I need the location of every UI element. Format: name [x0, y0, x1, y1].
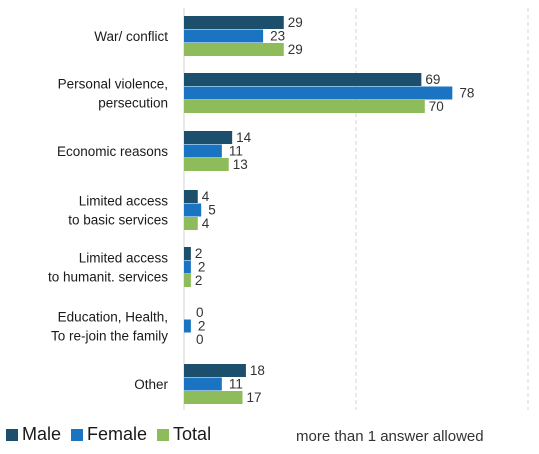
- answer-note: more than 1 answer allowed: [296, 428, 484, 445]
- category-label: Economic reasons: [57, 144, 168, 159]
- legend-item-female: Female: [71, 424, 147, 445]
- bar-total: [184, 43, 284, 56]
- bar-total: [184, 158, 229, 171]
- value-label-female: 2: [198, 260, 206, 275]
- legend-label-male: Male: [22, 424, 62, 444]
- value-label-male: 14: [236, 130, 252, 145]
- legend-swatch-female: [71, 428, 84, 441]
- value-label-total: 4: [202, 216, 210, 231]
- legend-swatch-male: [6, 428, 18, 441]
- category-label: Education, Health, To re-join the family: [51, 310, 168, 344]
- value-label-male: 69: [425, 72, 440, 87]
- category-label: Personal violence, persecution: [58, 77, 168, 111]
- value-label-female: 5: [208, 203, 216, 218]
- bar-female: [184, 144, 222, 158]
- value-label-total: 2: [195, 273, 203, 288]
- category-label: War/ conflict: [94, 29, 168, 44]
- chart-legend: Male Female Total: [6, 424, 211, 445]
- bar-female: [184, 319, 191, 333]
- value-label-male: 4: [202, 189, 210, 204]
- bar-female: [184, 377, 222, 391]
- bar-male: [184, 247, 191, 260]
- bar-female: [184, 203, 202, 217]
- legend-label-female: Female: [87, 424, 148, 444]
- legend-item-total: Total: [157, 424, 211, 445]
- bar-male: [184, 73, 422, 86]
- bar-total: [184, 391, 243, 404]
- bar-female: [184, 86, 453, 100]
- category-label: Limited access to basic services: [68, 194, 168, 228]
- value-label-female: 23: [270, 29, 285, 44]
- value-label-total: 0: [196, 332, 204, 347]
- bar-male: [184, 16, 284, 29]
- category-label: Limited access to humanit. services: [48, 251, 168, 285]
- value-label-male: 0: [196, 305, 204, 320]
- legend-label-total: Total: [173, 424, 212, 444]
- value-label-total: 70: [429, 99, 444, 114]
- value-label-female: 78: [459, 86, 474, 101]
- value-label-male: 29: [288, 15, 303, 30]
- bar-male: [184, 190, 198, 203]
- bar-male: [184, 131, 233, 144]
- category-label: Other: [134, 377, 168, 392]
- value-label-total: 13: [233, 157, 248, 172]
- legend-swatch-total: [157, 428, 170, 441]
- value-label-total: 29: [288, 42, 303, 57]
- bar-male: [184, 364, 246, 377]
- value-label-male: 2: [195, 246, 203, 261]
- value-label-female: 2: [198, 319, 206, 334]
- bar-total: [184, 217, 198, 230]
- bar-total: [184, 100, 425, 113]
- bar-total: [184, 274, 191, 287]
- value-label-female: 11: [229, 144, 243, 159]
- legend-item-male: Male: [6, 424, 61, 445]
- value-label-total: 17: [246, 390, 261, 405]
- value-label-female: 11: [229, 377, 243, 392]
- bar-female: [184, 260, 191, 274]
- bar-female: [184, 29, 264, 43]
- value-label-male: 18: [250, 363, 265, 378]
